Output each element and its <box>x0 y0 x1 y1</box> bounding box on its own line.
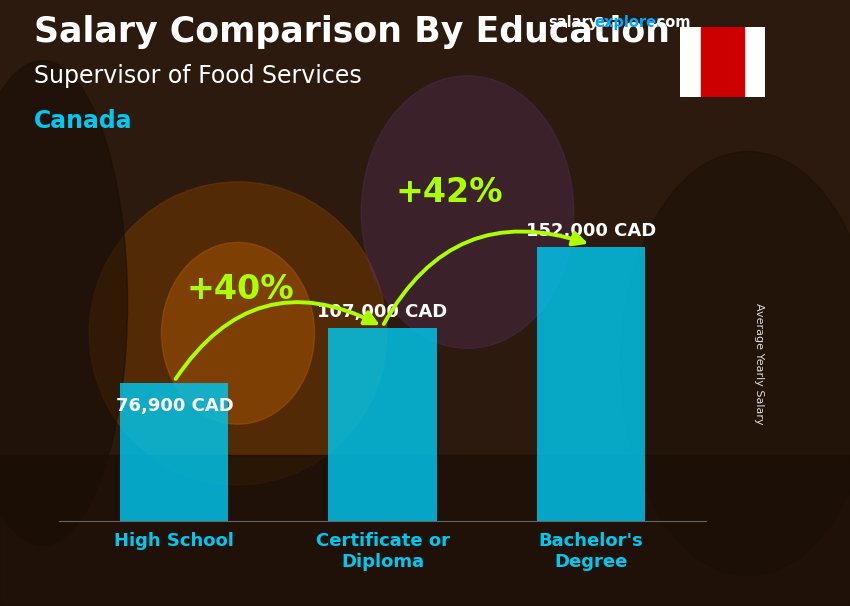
Bar <box>701 27 744 97</box>
Text: explorer: explorer <box>594 15 664 30</box>
Bar <box>120 382 229 521</box>
Ellipse shape <box>162 242 314 424</box>
Text: +40%: +40% <box>187 273 295 306</box>
Ellipse shape <box>0 61 128 545</box>
Ellipse shape <box>620 152 850 576</box>
Text: 107,000 CAD: 107,000 CAD <box>317 303 448 321</box>
Text: Canada: Canada <box>34 109 133 133</box>
Text: 152,000 CAD: 152,000 CAD <box>526 222 656 240</box>
Bar <box>680 27 701 97</box>
Bar <box>536 247 645 521</box>
Polygon shape <box>712 33 733 64</box>
Text: Average Yearly Salary: Average Yearly Salary <box>754 303 764 424</box>
Bar <box>744 27 765 97</box>
Text: .com: .com <box>651 15 690 30</box>
Bar <box>328 328 437 521</box>
Text: salary: salary <box>548 15 598 30</box>
Text: +42%: +42% <box>395 176 503 209</box>
Text: 76,900 CAD: 76,900 CAD <box>116 397 234 415</box>
Bar <box>0 454 850 606</box>
Ellipse shape <box>89 182 387 485</box>
Text: Supervisor of Food Services: Supervisor of Food Services <box>34 64 362 88</box>
Ellipse shape <box>361 76 574 348</box>
Text: Salary Comparison By Education: Salary Comparison By Education <box>34 15 670 49</box>
